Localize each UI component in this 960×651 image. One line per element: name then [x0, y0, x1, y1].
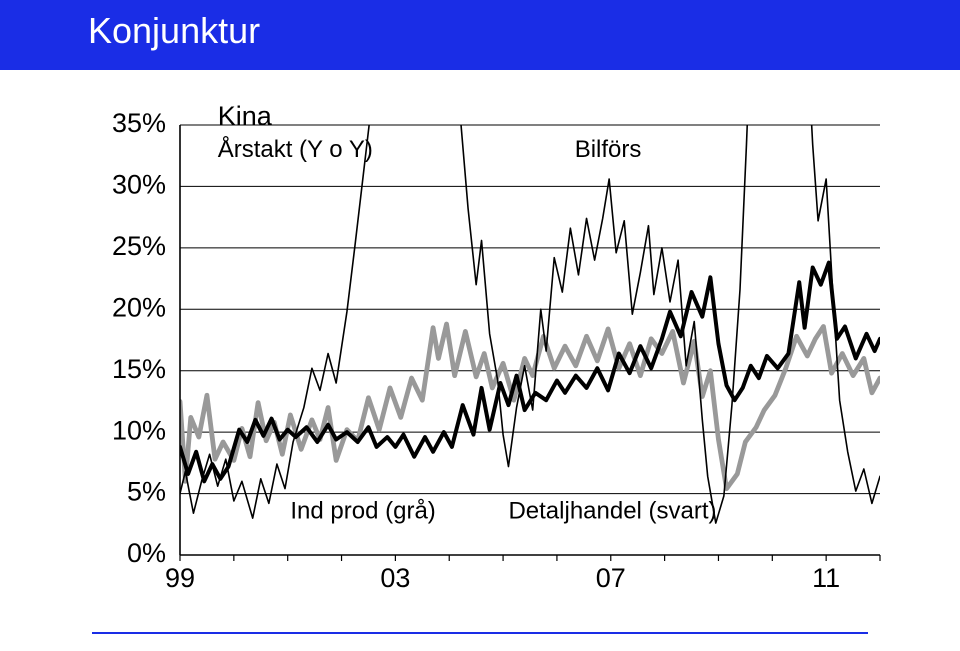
- y-tick-label: 20%: [112, 292, 166, 322]
- x-tick-label: 03: [380, 563, 410, 593]
- series-ind_prod: [180, 324, 880, 489]
- chart-container: 0%5%10%15%20%25%30%35% 99030711 KinaÅrst…: [60, 110, 900, 610]
- x-axis-labels: 99 03 07 11: [165, 563, 840, 593]
- y-tick-label: 10%: [112, 415, 166, 445]
- chart-annotation: Bilförs: [575, 136, 642, 163]
- chart-series: [180, 0, 880, 523]
- x-tick-label: 99: [165, 563, 195, 593]
- x-tick-label: 11: [812, 563, 840, 593]
- y-tick-label: 15%: [112, 354, 166, 384]
- footer-rule: [92, 632, 868, 634]
- chart-gridlines: [180, 125, 880, 555]
- chart-axes: [180, 125, 880, 561]
- chart-annotation: Årstakt (Y o Y): [218, 135, 373, 163]
- chart-annotation: Kina: [218, 101, 273, 131]
- chart-annotations: Kina Årstakt (Y o Y) Bilförs Ind prod (grå)…: [218, 101, 717, 525]
- y-tick-label: 30%: [112, 170, 166, 200]
- chart-annotation: Detaljhandel (svart): [508, 497, 716, 524]
- y-tick-label: 0%: [127, 538, 166, 568]
- page-title: Konjunktur: [88, 10, 260, 52]
- x-tick-label: 07: [596, 563, 626, 593]
- chart-annotation: Ind prod (grå): [290, 497, 435, 524]
- line-chart: 0%5%10%15%20%25%30%35% 99030711 KinaÅrst…: [60, 110, 900, 610]
- y-axis-labels: 0% 5% 10% 15% 20% 25% 30% 35%: [112, 108, 166, 568]
- y-tick-label: 25%: [112, 231, 166, 261]
- header-bar: Konjunktur: [0, 0, 960, 70]
- y-tick-label: 35%: [112, 108, 166, 138]
- y-tick-label: 5%: [127, 477, 166, 507]
